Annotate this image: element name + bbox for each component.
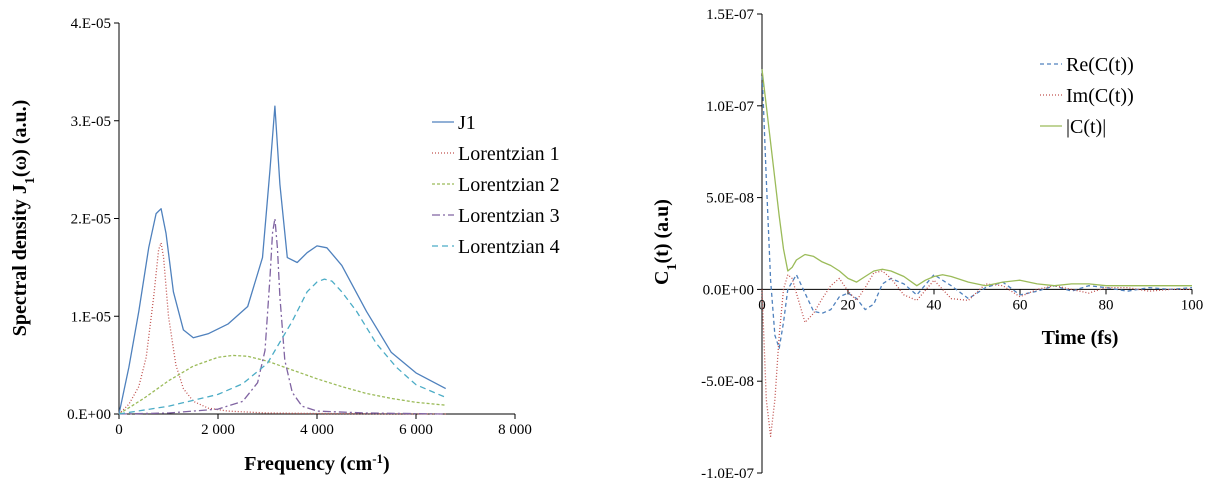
x-tick-label: 4 000 — [300, 422, 334, 438]
series-line-im-c-t — [761, 270, 1192, 437]
y-tick-label: 3.E-05 — [71, 114, 111, 130]
x-tick-label: 2 000 — [201, 422, 235, 438]
y-tick-label: -5.0E-08 — [701, 374, 754, 390]
y-tick-label: 5.0E-08 — [706, 191, 754, 207]
legend-label-lorentzian-4: Lorentzian 4 — [458, 236, 560, 258]
legend-label-lorentzian-3: Lorentzian 3 — [458, 205, 560, 227]
x-tick-label: 8 000 — [498, 422, 532, 438]
series-line-c-t — [761, 69, 1192, 287]
x-axis-title: Frequency (cm-1) — [244, 451, 389, 476]
x-tick-label: 40 — [927, 297, 942, 313]
x-tick-label: 60 — [1013, 297, 1028, 313]
series-line-lorentzian-2 — [118, 354, 446, 415]
y-tick-label: 0.E+00 — [67, 407, 111, 423]
series-line-re-c-t — [761, 69, 1193, 349]
y-tick-label: 4.E-05 — [71, 16, 111, 32]
y-tick-label: 1.0E-07 — [706, 99, 754, 115]
x-tick-label: 6 000 — [399, 422, 433, 438]
x-tick-label: 100 — [1181, 297, 1204, 313]
y-axis-title: Spectral density J1(ω) (a.u.) — [9, 100, 38, 337]
y-tick-label: -1.0E-07 — [701, 466, 754, 482]
series-line-lorentzian-1 — [118, 242, 446, 415]
y-tick-label: 1.E-05 — [71, 309, 111, 325]
y-tick-label: 1.5E-07 — [706, 7, 754, 23]
x-tick-label: 20 — [841, 297, 856, 313]
legend-label-lorentzian-2: Lorentzian 2 — [458, 174, 560, 196]
legend-label-lorentzian-1: Lorentzian 1 — [458, 143, 560, 165]
y-tick-label: 0.0E+00 — [703, 282, 754, 298]
y-axis-title: C1(t) (a.u) — [651, 199, 680, 285]
legend-label-im-c-t: Im(C(t)) — [1066, 85, 1134, 107]
x-tick-label: 80 — [1099, 297, 1114, 313]
series-line-lorentzian-3 — [118, 217, 446, 415]
legend-label-j1: J1 — [458, 112, 476, 134]
series-line-j1 — [118, 105, 447, 415]
x-axis-title: Time (fs) — [1042, 327, 1119, 349]
series-line-lorentzian-4 — [118, 278, 446, 415]
legend-label-c-t: |C(t)| — [1066, 116, 1106, 138]
legend-label-re-c-t: Re(C(t)) — [1066, 54, 1134, 76]
spectral-density-chart: 0.E+00 1.E-05 2.E-05 3.E-05 4.E-05 0 2 000 4 00… — [9, 16, 560, 475]
x-tick-label: 0 — [115, 422, 123, 438]
correlation-function-chart: -1.0E-07 -5.0E-08 0.0E+00 5.0E-08 1.0E-07 1.5… — [651, 7, 1203, 482]
y-tick-label: 2.E-05 — [71, 212, 111, 228]
